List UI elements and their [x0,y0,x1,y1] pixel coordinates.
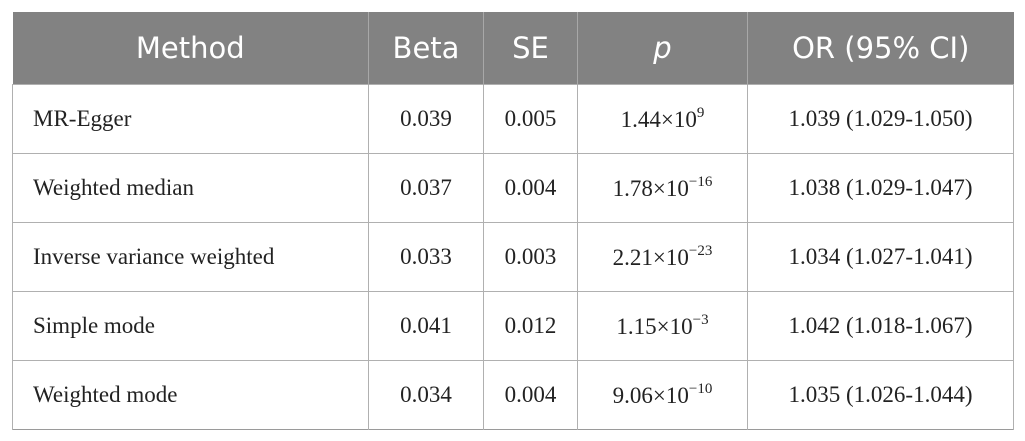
method-cell: Simple mode [12,291,369,361]
value-cell: 1.034 (1.027-1.041) [747,222,1014,292]
p-exponent: −23 [688,243,713,259]
table-body: MR-Egger 0.039 0.005 1.44×109 1.039 (1.029-1… [12,84,1014,430]
value-cell: 1.038 (1.029-1.047) [747,153,1014,223]
p-mantissa: 1.44×10 [620,107,697,132]
p-mantissa: 9.06×10 [612,383,689,408]
value-cell: 0.039 [368,84,484,154]
header-cell: SE [483,12,578,85]
p-value-cell: 1.15×10−3 [577,291,748,361]
header-cell: OR (95% CI) [747,12,1014,85]
p-value-cell: 9.06×10−10 [577,360,748,430]
header-row: Method Beta SE p OR (95% CI) [12,12,1014,85]
value-cell: 1.035 (1.026-1.044) [747,360,1014,430]
value-cell: 1.039 (1.029-1.050) [747,84,1014,154]
table-row: Simple mode 0.041 0.012 1.15×10−3 1.042 (1.0… [12,291,1014,361]
method-cell: Weighted mode [12,360,369,430]
value-cell: 1.042 (1.018-1.067) [747,291,1014,361]
p-value-cell: 1.78×10−16 [577,153,748,223]
header-cell: Method [12,12,369,85]
method-cell: MR-Egger [12,84,369,154]
method-cell: Inverse variance weighted [12,222,369,292]
value-cell: 0.041 [368,291,484,361]
p-exponent: −3 [692,312,709,328]
value-cell: 0.037 [368,153,484,223]
value-cell: 0.003 [483,222,578,292]
method-cell: Weighted median [12,153,369,223]
p-mantissa: 1.78×10 [612,176,689,201]
table-row: Weighted median 0.037 0.004 1.78×10−16 1.038… [12,153,1014,223]
p-mantissa: 2.21×10 [612,245,689,270]
header-cell: Beta [368,12,484,85]
p-value-cell: 1.44×109 [577,84,748,154]
value-cell: 0.004 [483,153,578,223]
table-row: Inverse variance weighted 0.033 0.003 2.21×… [12,222,1014,292]
value-cell: 0.005 [483,84,578,154]
value-cell: 0.004 [483,360,578,430]
value-cell: 0.034 [368,360,484,430]
p-exponent: −10 [688,381,713,397]
results-table: Method Beta SE p OR (95% CI) MR-Egger 0.039 0.… [12,12,1014,430]
p-exponent: 9 [696,105,705,121]
value-cell: 0.012 [483,291,578,361]
header-cell: p [577,12,748,85]
value-cell: 0.033 [368,222,484,292]
p-exponent: −16 [688,174,713,190]
p-value-cell: 2.21×10−23 [577,222,748,292]
table-row: Weighted mode 0.034 0.004 9.06×10−10 1.035 (… [12,360,1014,430]
table-row: MR-Egger 0.039 0.005 1.44×109 1.039 (1.029-1… [12,84,1014,154]
p-mantissa: 1.15×10 [616,314,693,339]
